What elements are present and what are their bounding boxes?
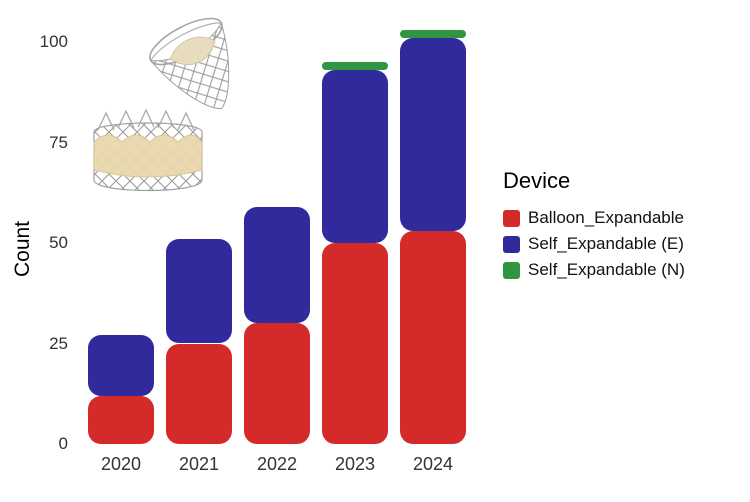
- legend-swatch-icon: [503, 209, 520, 227]
- y-tick-label: 75: [49, 132, 68, 152]
- x-tick-label: 2024: [412, 454, 454, 474]
- legend-item: Self_Expandable (E): [503, 234, 685, 254]
- y-tick-label: 25: [49, 333, 68, 353]
- legend-swatch-icon: [503, 235, 520, 253]
- legend-item: Balloon_Expandable: [503, 208, 685, 228]
- y-tick-label: 0: [58, 434, 68, 453]
- bar-segment: [166, 238, 232, 344]
- legend-label: Self_Expandable (N): [528, 260, 685, 279]
- y-tick-label: 100: [39, 32, 68, 51]
- heart-valve-stent-illustration-icon: [93, 17, 230, 192]
- bar-segment: [400, 29, 466, 38]
- legend-label: Balloon_Expandable: [528, 208, 684, 227]
- legend-label: Self_Expandable (E): [528, 234, 684, 253]
- bar-segment: [166, 343, 232, 444]
- bar-segment: [322, 243, 388, 444]
- x-tick-label: 2021: [178, 454, 220, 474]
- bar-segment: [88, 335, 154, 396]
- x-tick-label: 2023: [334, 454, 376, 474]
- bar-segment: [322, 62, 388, 71]
- bar-segment: [244, 206, 310, 324]
- legend-item: Self_Expandable (N): [503, 260, 685, 280]
- x-tick-label: 2020: [100, 454, 142, 474]
- bar-segment: [88, 395, 154, 444]
- bar-segment: [400, 37, 466, 231]
- legend-items: Balloon_Expandable Self_Expandable (E) Sel…: [503, 208, 685, 280]
- bar-segment: [322, 70, 388, 243]
- y-tick-label: 50: [49, 233, 68, 252]
- legend: Device Balloon_Expandable Self_Expandable…: [503, 168, 685, 286]
- x-tick-label: 2022: [256, 454, 298, 474]
- bar-segment: [244, 323, 310, 444]
- legend-title: Device: [503, 168, 571, 193]
- bar-segment: [400, 230, 466, 444]
- legend-swatch-icon: [503, 261, 520, 279]
